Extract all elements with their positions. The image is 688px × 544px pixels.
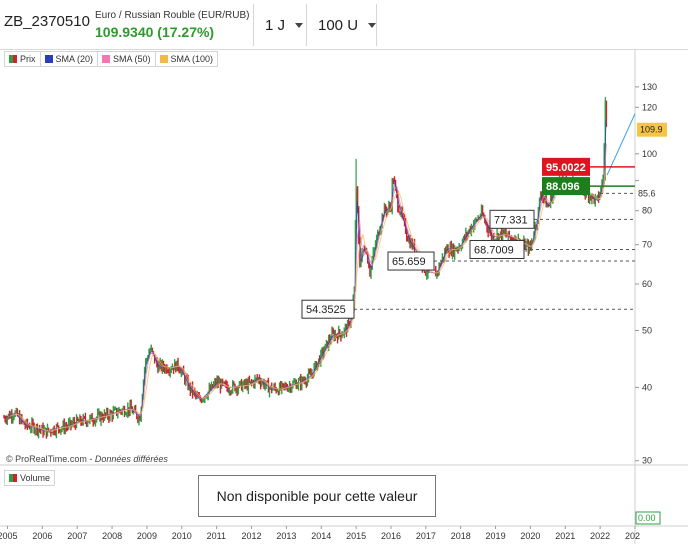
header-divider xyxy=(376,4,377,46)
legend-label: SMA (100) xyxy=(170,54,214,64)
x-tick-label: 2010 xyxy=(172,531,192,541)
chart-legend: Prix SMA (20) SMA (50) SMA (100) xyxy=(4,51,219,67)
annotation-text: 65.659 xyxy=(392,256,426,268)
y-tick-label: 70 xyxy=(642,240,652,250)
sma50-line xyxy=(8,143,607,432)
chart-header: ZB_2370510 Euro / Russian Rouble (EUR/RU… xyxy=(0,0,688,50)
volume-unavailable-message: Non disponible pour cette valeur xyxy=(198,475,436,517)
instrument-name: Euro / Russian Rouble (EUR/RUB) xyxy=(95,10,250,21)
header-divider xyxy=(253,4,254,46)
trend-line xyxy=(606,113,636,176)
current-price-badge xyxy=(637,122,667,137)
annotation-box[interactable] xyxy=(469,239,525,259)
y-tick-label: 100 xyxy=(642,149,657,159)
legend-item-prix[interactable]: Prix xyxy=(5,52,41,66)
x-tick-label: 2012 xyxy=(242,531,262,541)
x-tick-label: 2016 xyxy=(381,531,401,541)
x-tick-label: 2022 xyxy=(590,531,610,541)
volume-value-text: 0.00 xyxy=(638,513,656,523)
annotation-box[interactable] xyxy=(489,209,535,229)
x-tick-label: 2019 xyxy=(486,531,506,541)
annotation-text: 77.331 xyxy=(494,214,528,226)
y-tick-label: 120 xyxy=(642,102,657,112)
legend-swatch xyxy=(9,55,17,63)
legend-swatch xyxy=(44,55,53,63)
x-tick-label: 2005 xyxy=(0,531,18,541)
volume-value-badge xyxy=(635,511,661,525)
price-level-badge[interactable] xyxy=(542,157,590,176)
legend-label: SMA (20) xyxy=(55,54,94,64)
x-tick-label: 2013 xyxy=(276,531,296,541)
period-select-value: 1 J xyxy=(265,16,286,34)
annotation-box[interactable] xyxy=(387,251,435,271)
header-divider xyxy=(306,4,307,46)
y-tick-label: 30 xyxy=(642,456,652,466)
x-tick-label: 2011 xyxy=(207,531,226,541)
price-level-text: 95.0022 xyxy=(546,162,586,174)
x-tick-label: 202 xyxy=(625,531,640,541)
x-tick-label: 2020 xyxy=(520,531,540,541)
units-select-value: 100 U xyxy=(318,16,359,34)
chevron-down-icon xyxy=(295,22,304,28)
x-tick-label: 2017 xyxy=(416,531,436,541)
annotation-text: 54.3525 xyxy=(306,304,346,316)
y-tick-label: 60 xyxy=(642,279,652,289)
x-tick-label: 2021 xyxy=(555,531,575,541)
ticker-symbol: ZB_2370510 xyxy=(4,13,90,30)
data-credit: © ProRealTime.com - Données différées xyxy=(6,454,168,464)
x-tick-label: 2007 xyxy=(67,531,87,541)
y-tick-label: 130 xyxy=(642,82,657,92)
annotation-text: 68.7009 xyxy=(474,244,514,256)
legend-label: SMA (50) xyxy=(113,54,151,64)
credit-note: Données différées xyxy=(94,454,168,464)
period-select[interactable]: 1 J xyxy=(265,4,304,46)
y-tick-label: 50 xyxy=(642,325,652,335)
instrument-price-change: 109.9340 (17.27%) xyxy=(95,24,215,40)
y-tick-label: 80 xyxy=(642,206,652,216)
legend-swatch xyxy=(159,55,168,63)
x-tick-label: 2015 xyxy=(346,531,366,541)
price-level-badge[interactable] xyxy=(542,177,590,196)
volume-label: Volume xyxy=(20,473,51,483)
price-level-text: 88.096 xyxy=(546,181,580,193)
chevron-down-icon xyxy=(368,22,377,28)
x-tick-label: 2006 xyxy=(32,531,52,541)
legend-item-sma50[interactable]: SMA (50) xyxy=(98,52,156,66)
legend-swatch xyxy=(102,55,111,63)
legend-label: Prix xyxy=(20,54,36,64)
sma100-line xyxy=(11,169,607,432)
current-price-text: 109.9 xyxy=(640,125,663,135)
x-tick-label: 2008 xyxy=(102,531,122,541)
units-select[interactable]: 100 U xyxy=(318,4,377,46)
credit-source: © ProRealTime.com xyxy=(6,454,87,464)
legend-swatch xyxy=(9,474,17,482)
y-tick-label: 40 xyxy=(642,382,652,392)
x-tick-label: 2018 xyxy=(451,531,471,541)
x-tick-label: 2014 xyxy=(311,531,331,541)
level-label: 85.6 xyxy=(638,188,656,198)
x-tick-label: 2009 xyxy=(137,531,157,541)
legend-item-sma20[interactable]: SMA (20) xyxy=(41,52,99,66)
volume-legend[interactable]: Volume xyxy=(4,470,56,486)
annotation-box[interactable] xyxy=(301,299,355,319)
legend-item-sma100[interactable]: SMA (100) xyxy=(156,52,218,66)
